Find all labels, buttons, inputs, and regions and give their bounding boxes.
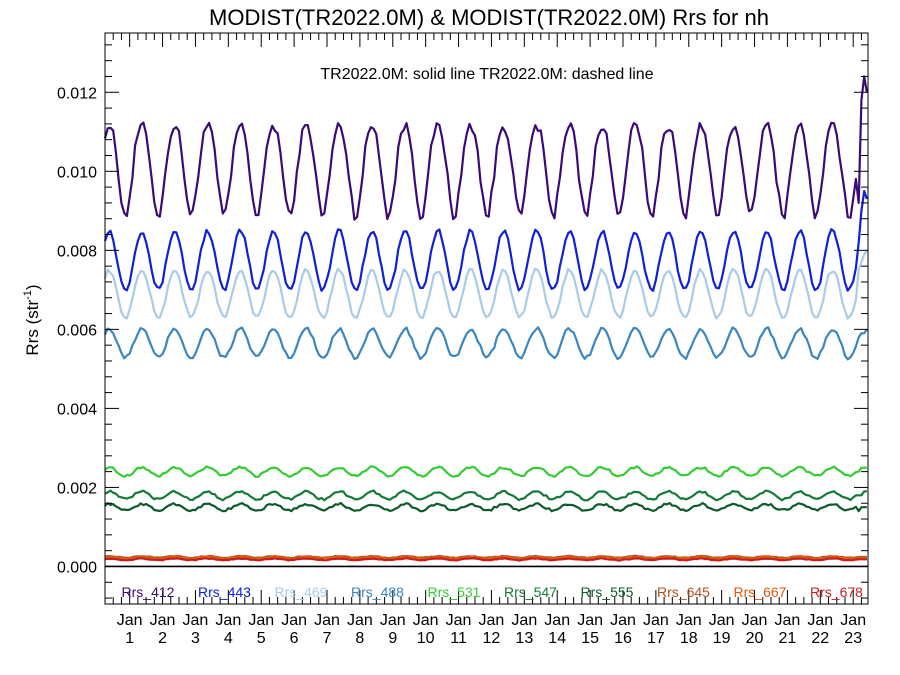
x-tick-year-label: 23 bbox=[844, 630, 862, 647]
x-tick-year-label: 10 bbox=[417, 630, 435, 647]
legend-entry-rrs-469: Rrs_469 bbox=[275, 584, 328, 600]
x-tick-month-label: Jan bbox=[840, 612, 866, 629]
x-tick-year-label: 11 bbox=[450, 630, 467, 647]
x-tick-month-label: Jan bbox=[281, 612, 307, 629]
x-tick-year-label: 12 bbox=[483, 630, 501, 647]
y-tick-label: 0.006 bbox=[57, 322, 97, 339]
x-tick-year-label: 18 bbox=[680, 630, 698, 647]
x-tick-month-label: Jan bbox=[577, 612, 603, 629]
y-tick-label: 0.004 bbox=[57, 401, 97, 418]
y-tick-label: 0.010 bbox=[57, 164, 97, 181]
x-tick-month-label: Jan bbox=[544, 612, 570, 629]
x-tick-year-label: 19 bbox=[713, 630, 731, 647]
x-tick-month-label: Jan bbox=[347, 612, 373, 629]
x-tick-year-label: 20 bbox=[746, 630, 764, 647]
x-tick-year-label: 9 bbox=[388, 630, 397, 647]
chart-subtitle: TR2022.0M: solid line TR2022.0M: dashed … bbox=[320, 66, 653, 83]
plot-frame bbox=[104, 32, 869, 605]
x-tick-year-label: 1 bbox=[125, 630, 134, 647]
y-tick-label: 0.002 bbox=[57, 480, 97, 497]
legend-entry-rrs-547: Rrs_547 bbox=[504, 584, 557, 600]
y-axis-label-sup: -1 bbox=[22, 290, 34, 300]
x-tick-year-label: 5 bbox=[257, 630, 266, 647]
chart-title: MODIST(TR2022.0M) & MODIST(TR2022.0M) Rr… bbox=[209, 5, 769, 30]
y-tick-label: 0.000 bbox=[57, 559, 97, 576]
x-tick-month-label: Jan bbox=[314, 612, 340, 629]
series-line-rrs-469 bbox=[103, 249, 868, 320]
x-tick-month-label: Jan bbox=[215, 612, 241, 629]
x-tick-month-label: Jan bbox=[150, 612, 176, 629]
x-tick-month-label: Jan bbox=[807, 612, 833, 629]
legend: Rrs_412 Rrs_443 Rrs_469 Rrs_488 Rrs_531 Rrs_5… bbox=[122, 584, 864, 600]
x-tick-year-label: 6 bbox=[290, 630, 299, 647]
axes-layer: 0.0000.0020.0040.0060.0080.0100.012Jan1J… bbox=[57, 32, 869, 647]
x-tick-year-label: 7 bbox=[323, 630, 332, 647]
legend-entry-rrs-555: Rrs_555 bbox=[581, 584, 634, 600]
x-tick-year-label: 2 bbox=[158, 630, 167, 647]
legend-entry-rrs-678: Rrs_678 bbox=[810, 584, 863, 600]
legend-entry-rrs-488: Rrs_488 bbox=[351, 584, 404, 600]
x-tick-month-label: Jan bbox=[643, 612, 669, 629]
x-tick-month-label: Jan bbox=[117, 612, 143, 629]
y-axis-label-close: ) bbox=[23, 284, 42, 290]
x-tick-month-label: Jan bbox=[610, 612, 636, 629]
y-tick-label: 0.008 bbox=[57, 243, 97, 260]
legend-entry-rrs-412: Rrs_412 bbox=[122, 584, 175, 600]
legend-entry-rrs-443: Rrs_443 bbox=[198, 584, 251, 600]
legend-entry-rrs-645: Rrs_645 bbox=[657, 584, 710, 600]
legend-entry-rrs-667: Rrs_667 bbox=[734, 584, 787, 600]
series-line-rrs-547 bbox=[104, 489, 867, 502]
series-line-rrs-555 bbox=[104, 501, 867, 513]
series-layer bbox=[103, 75, 868, 562]
x-tick-year-label: 16 bbox=[614, 630, 632, 647]
x-tick-year-label: 8 bbox=[355, 630, 364, 647]
series-line-rrs-667 bbox=[104, 555, 867, 560]
x-tick-month-label: Jan bbox=[676, 612, 702, 629]
x-tick-month-label: Jan bbox=[709, 612, 735, 629]
x-tick-month-label: Jan bbox=[511, 612, 537, 629]
series-line-rrs-488 bbox=[103, 326, 868, 361]
x-tick-month-label: Jan bbox=[413, 612, 439, 629]
x-tick-month-label: Jan bbox=[446, 612, 472, 629]
y-axis-label-text: Rrs (str bbox=[23, 300, 42, 356]
x-tick-month-label: Jan bbox=[248, 612, 274, 629]
x-tick-year-label: 14 bbox=[548, 630, 566, 647]
legend-entry-rrs-531: Rrs_531 bbox=[428, 584, 481, 600]
x-tick-month-label: Jan bbox=[479, 612, 505, 629]
y-tick-label: 0.012 bbox=[57, 85, 97, 102]
x-tick-month-label: Jan bbox=[775, 612, 801, 629]
x-tick-year-label: 4 bbox=[224, 630, 233, 647]
series-line-rrs-531 bbox=[104, 465, 867, 478]
x-tick-month-label: Jan bbox=[742, 612, 768, 629]
x-tick-year-label: 21 bbox=[779, 630, 797, 647]
series-line-rrs-443 bbox=[103, 190, 868, 292]
x-tick-year-label: 13 bbox=[515, 630, 533, 647]
x-tick-year-label: 17 bbox=[647, 630, 665, 647]
y-axis-label: Rrs (str-1) bbox=[22, 284, 42, 355]
x-tick-month-label: Jan bbox=[183, 612, 209, 629]
x-tick-year-label: 15 bbox=[581, 630, 599, 647]
series-line-rrs-412 bbox=[103, 75, 868, 221]
x-tick-year-label: 22 bbox=[811, 630, 829, 647]
x-tick-year-label: 3 bbox=[191, 630, 200, 647]
x-tick-month-label: Jan bbox=[380, 612, 406, 629]
series-line-rrs-678 bbox=[104, 557, 867, 562]
